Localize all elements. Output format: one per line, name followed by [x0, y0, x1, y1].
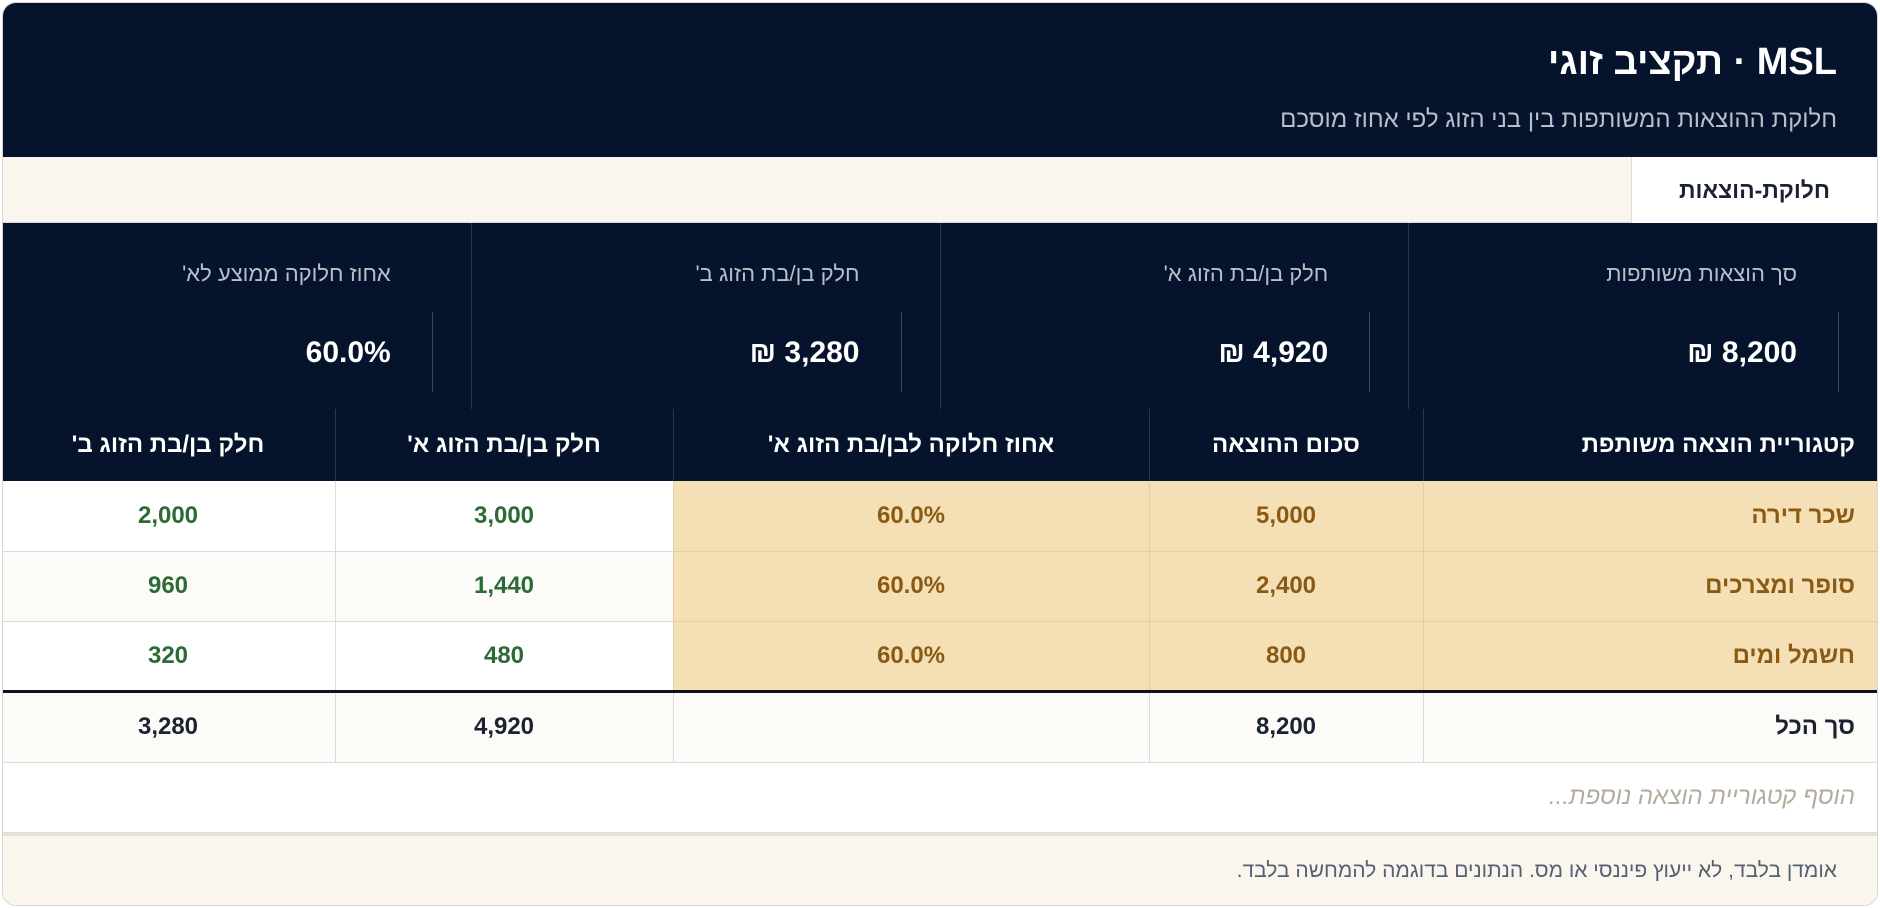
tab-expense-split[interactable]: חלוקת-הוצאות [1631, 157, 1877, 223]
table-header-row: קטגוריית הוצאה משותפת סכום ההוצאה אחוז ח… [3, 409, 1877, 481]
kpi-total-shared: סך הוצאות משותפות 8,200 ₪ [1408, 223, 1877, 409]
amount-cell[interactable]: 2,400 [1148, 551, 1423, 622]
split-percent-cell[interactable]: 60.0% [672, 481, 1149, 552]
column-header-partner-a: חלק בן/בת הזוג א' [334, 409, 673, 481]
amount-cell[interactable]: 800 [1148, 621, 1423, 692]
total-amount: 8,200 [1148, 689, 1423, 763]
footer-disclaimer: אומדן בלבד, לא ייעוץ פיננסי או מס. הנתונ… [3, 833, 1877, 905]
table-row: שכר דירה 5,000 60.0% 3,000 2,000 [3, 481, 1877, 552]
split-percent-cell[interactable]: 60.0% [672, 621, 1149, 692]
kpi-value: 8,200 ₪ [1687, 336, 1797, 369]
kpi-label: אחוז חלוקה ממוצע לא' [182, 261, 391, 286]
kpi-divider [431, 312, 433, 392]
table-row: סופר ומצרכים 2,400 60.0% 1,440 960 [3, 551, 1877, 622]
kpi-value: 4,920 ₪ [1218, 336, 1329, 369]
total-partner-b: 3,280 [3, 689, 335, 763]
total-row: סך הכל 8,200 4,920 3,280 [3, 689, 1877, 763]
partner-a-cell[interactable]: 1,440 [334, 551, 673, 622]
partner-b-cell[interactable]: 320 [3, 621, 335, 692]
kpi-label: חלק בן/בת הזוג א' [1163, 261, 1329, 286]
partner-a-cell[interactable]: 3,000 [334, 481, 673, 552]
kpi-average-split: אחוז חלוקה ממוצע לא' 60.0% [3, 223, 471, 409]
kpi-value: 3,280 ₪ [749, 336, 860, 369]
kpi-value: 60.0% [305, 336, 391, 369]
page-header: MSL · תקציב זוגי חלוקת ההוצאות המשותפות … [3, 3, 1877, 157]
total-label: סך הכל [1422, 689, 1877, 763]
kpi-divider [1369, 312, 1371, 392]
page-title: MSL · תקציב זוגי [1547, 41, 1837, 83]
category-cell[interactable]: חשמל ומים [1422, 621, 1877, 692]
expense-table: קטגוריית הוצאה משותפת סכום ההוצאה אחוז ח… [3, 409, 1877, 833]
kpi-partner-a-share: חלק בן/בת הזוג א' 4,920 ₪ [939, 223, 1409, 409]
split-percent-cell[interactable]: 60.0% [672, 551, 1149, 622]
add-category-input[interactable]: הוסף קטגוריית הוצאה נוספת... [3, 762, 1877, 833]
column-header-category: קטגוריית הוצאה משותפת [1422, 409, 1877, 481]
disclaimer-text: אומדן בלבד, לא ייעוץ פיננסי או מס. הנתונ… [1236, 858, 1837, 882]
total-split-percent [672, 689, 1149, 763]
kpi-partner-b-share: חלק בן/בת הזוג ב' 3,280 ₪ [470, 223, 940, 409]
column-header-split-percent: אחוז חלוקה לבן/בת הזוג א' [672, 409, 1149, 481]
partner-a-cell[interactable]: 480 [334, 621, 673, 692]
sheet-tab-bar: חלוקת-הוצאות [3, 157, 1877, 223]
column-header-partner-b: חלק בן/בת הזוג ב' [3, 409, 335, 481]
kpi-divider [900, 312, 902, 392]
kpi-label: חלק בן/בת הזוג ב' [695, 261, 860, 286]
add-row: הוסף קטגוריית הוצאה נוספת... [3, 762, 1877, 833]
table-row: חשמל ומים 800 60.0% 480 320 [3, 621, 1877, 692]
total-partner-a: 4,920 [334, 689, 673, 763]
amount-cell[interactable]: 5,000 [1148, 481, 1423, 552]
summary-kpis: סך הוצאות משותפות 8,200 ₪ חלק בן/בת הזוג… [3, 223, 1877, 409]
category-cell[interactable]: שכר דירה [1422, 481, 1877, 552]
partner-b-cell[interactable]: 2,000 [3, 481, 335, 552]
column-header-amount: סכום ההוצאה [1148, 409, 1423, 481]
page-subtitle: חלוקת ההוצאות המשותפות בין בני הזוג לפי … [1280, 106, 1837, 133]
kpi-divider [1838, 312, 1839, 392]
partner-b-cell[interactable]: 960 [3, 551, 335, 622]
category-cell[interactable]: סופר ומצרכים [1422, 551, 1877, 622]
kpi-label: סך הוצאות משותפות [1606, 261, 1797, 286]
